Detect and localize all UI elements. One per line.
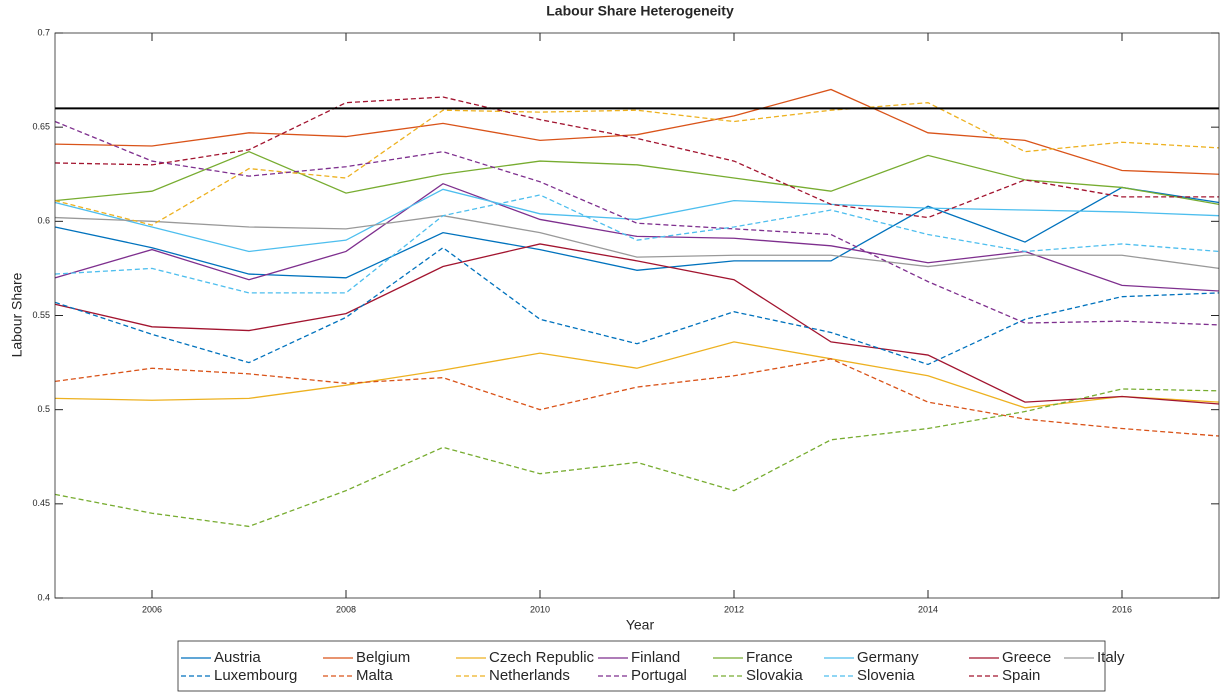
series-line <box>54 186 1220 279</box>
y-tick-label: 0.4 <box>37 592 50 602</box>
x-tick-label: 2012 <box>724 604 744 614</box>
series-line <box>54 246 1220 366</box>
x-tick-label: 2006 <box>142 604 162 614</box>
series-line <box>54 243 1220 405</box>
legend-label: Italy <box>1097 649 1125 666</box>
legend-label: Belgium <box>356 649 410 666</box>
chart-title: Labour Share Heterogeneity <box>546 3 734 19</box>
series-line <box>54 358 1220 437</box>
legend-label: Slovakia <box>746 667 803 684</box>
y-tick-label: 0.7 <box>37 27 50 37</box>
legend-label: Greece <box>1002 649 1051 666</box>
x-tick-label: 2010 <box>530 604 550 614</box>
series-line <box>54 120 1220 326</box>
legend-label: Netherlands <box>489 667 570 684</box>
legend-label: Germany <box>857 649 919 666</box>
series-line <box>54 188 1220 253</box>
legend-label: Portugal <box>631 667 687 684</box>
plot-frame <box>54 32 1220 599</box>
series-line <box>54 150 1220 206</box>
y-tick-label: 0.65 <box>32 122 50 132</box>
legend-label: Spain <box>1002 667 1040 684</box>
legend-label: Slovenia <box>857 667 915 684</box>
series-line <box>54 88 1220 175</box>
legend-label: Malta <box>356 667 393 684</box>
series-line <box>54 194 1220 294</box>
legend-label: Czech Republic <box>489 649 595 666</box>
legend-label: Austria <box>214 649 261 666</box>
y-tick-label: 0.6 <box>37 216 50 226</box>
legend-label: Finland <box>631 649 680 666</box>
y-axis-label: Labour Share <box>9 272 25 357</box>
x-tick-label: 2014 <box>918 604 938 614</box>
y-tick-label: 0.55 <box>32 310 50 320</box>
x-tick-label: 2008 <box>336 604 356 614</box>
series-line <box>54 215 1220 270</box>
series-line <box>54 341 1220 409</box>
legend-label: Luxembourg <box>214 667 297 684</box>
series-line <box>54 102 1220 226</box>
y-tick-label: 0.45 <box>32 498 50 508</box>
x-axis-label: Year <box>626 617 655 633</box>
y-tick-label: 0.5 <box>37 404 50 414</box>
series-line <box>54 96 1219 219</box>
series-line <box>54 388 1220 528</box>
x-tick-label: 2016 <box>1112 604 1132 614</box>
legend-box <box>177 640 1106 692</box>
legend-label: France <box>746 649 793 666</box>
